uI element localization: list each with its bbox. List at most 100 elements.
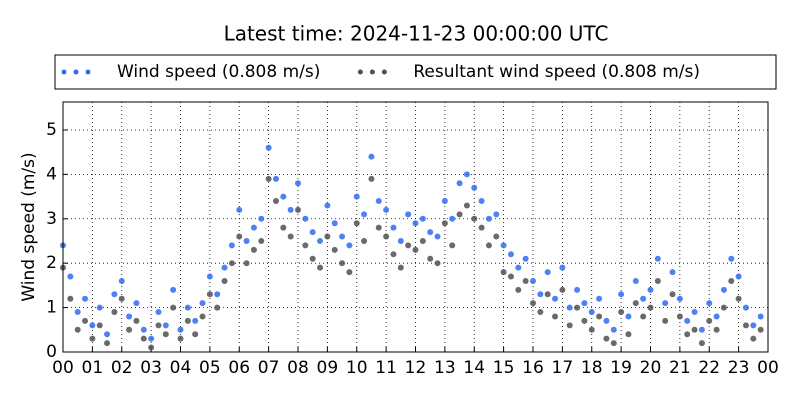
data-point xyxy=(405,211,412,218)
data-point xyxy=(295,206,301,213)
data-point xyxy=(684,317,691,324)
data-point xyxy=(221,264,228,271)
data-point xyxy=(214,291,221,298)
data-point xyxy=(258,237,265,244)
data-point xyxy=(302,242,309,249)
data-point xyxy=(691,309,698,316)
data-point xyxy=(302,215,309,222)
data-point xyxy=(236,206,243,213)
data-point xyxy=(427,255,434,262)
data-point xyxy=(111,309,118,316)
data-point xyxy=(427,229,434,236)
x-tick-label: 03 xyxy=(140,358,162,378)
data-point xyxy=(735,273,742,280)
legend-marker xyxy=(357,69,363,75)
data-point xyxy=(485,215,492,222)
data-point xyxy=(184,304,191,311)
data-point xyxy=(603,335,610,342)
data-point xyxy=(96,304,103,311)
data-point xyxy=(133,317,140,324)
data-point xyxy=(581,300,588,307)
legend-box xyxy=(54,54,777,90)
data-point xyxy=(574,304,581,311)
data-point xyxy=(419,237,426,244)
legend-marker xyxy=(381,69,387,75)
data-point xyxy=(346,242,353,249)
data-point xyxy=(206,291,213,298)
data-point xyxy=(507,273,514,280)
x-tick-label: 01 xyxy=(82,358,104,378)
data-point xyxy=(265,175,272,182)
data-point xyxy=(287,206,294,213)
data-point xyxy=(596,295,603,302)
data-point xyxy=(610,340,617,347)
data-point xyxy=(559,264,566,271)
data-point xyxy=(515,286,522,293)
data-point xyxy=(698,326,705,333)
data-point xyxy=(500,242,507,249)
data-point xyxy=(162,331,169,338)
data-point xyxy=(471,215,478,222)
data-point xyxy=(676,295,683,302)
data-point xyxy=(155,322,162,329)
data-point xyxy=(625,313,632,320)
data-point xyxy=(243,237,250,244)
data-point xyxy=(654,277,661,284)
data-point xyxy=(272,175,279,182)
data-point xyxy=(647,286,654,293)
data-point xyxy=(250,246,257,253)
data-point xyxy=(118,277,125,284)
x-tick-label: 05 xyxy=(199,358,221,378)
data-point xyxy=(500,269,507,276)
data-point xyxy=(177,326,184,333)
data-point xyxy=(456,211,463,218)
data-point xyxy=(654,255,661,262)
x-tick-label: 14 xyxy=(463,358,485,378)
data-point xyxy=(309,255,316,262)
y-tick-label: 0 xyxy=(46,342,57,362)
data-point xyxy=(177,335,184,342)
data-point xyxy=(441,198,448,205)
data-point xyxy=(588,326,595,333)
data-point xyxy=(537,309,544,316)
data-point xyxy=(647,304,654,311)
data-point xyxy=(713,326,720,333)
data-point xyxy=(632,277,639,284)
data-point xyxy=(265,144,272,151)
y-tick-label: 4 xyxy=(46,164,57,184)
data-point xyxy=(89,335,96,342)
data-point xyxy=(280,224,287,231)
x-tick-label: 08 xyxy=(287,358,309,378)
x-tick-label: 20 xyxy=(640,358,662,378)
data-point xyxy=(375,198,382,205)
data-point xyxy=(126,326,133,333)
data-point xyxy=(662,317,669,324)
data-point xyxy=(383,233,390,240)
data-point xyxy=(720,286,727,293)
data-point xyxy=(566,304,573,311)
data-point xyxy=(295,180,301,187)
data-point xyxy=(199,313,206,320)
data-point xyxy=(170,286,177,293)
data-point xyxy=(742,322,749,329)
data-point xyxy=(449,215,456,222)
y-axis-label: Wind speed (m/s) xyxy=(19,152,39,301)
data-point xyxy=(478,224,485,231)
data-point xyxy=(317,264,324,271)
data-point xyxy=(412,246,419,253)
data-point xyxy=(192,331,199,338)
data-point xyxy=(287,233,294,240)
data-point xyxy=(104,331,111,338)
data-point xyxy=(530,300,536,307)
data-point xyxy=(368,153,375,160)
data-point xyxy=(757,313,764,320)
x-tick-label: 06 xyxy=(228,358,250,378)
x-tick-label: 07 xyxy=(258,358,280,378)
data-point xyxy=(632,300,639,307)
data-point xyxy=(706,300,713,307)
x-tick-label: 09 xyxy=(317,358,339,378)
legend-marker xyxy=(73,69,79,75)
data-point xyxy=(280,193,287,200)
x-tick-label: 23 xyxy=(728,358,750,378)
data-point xyxy=(463,171,470,178)
